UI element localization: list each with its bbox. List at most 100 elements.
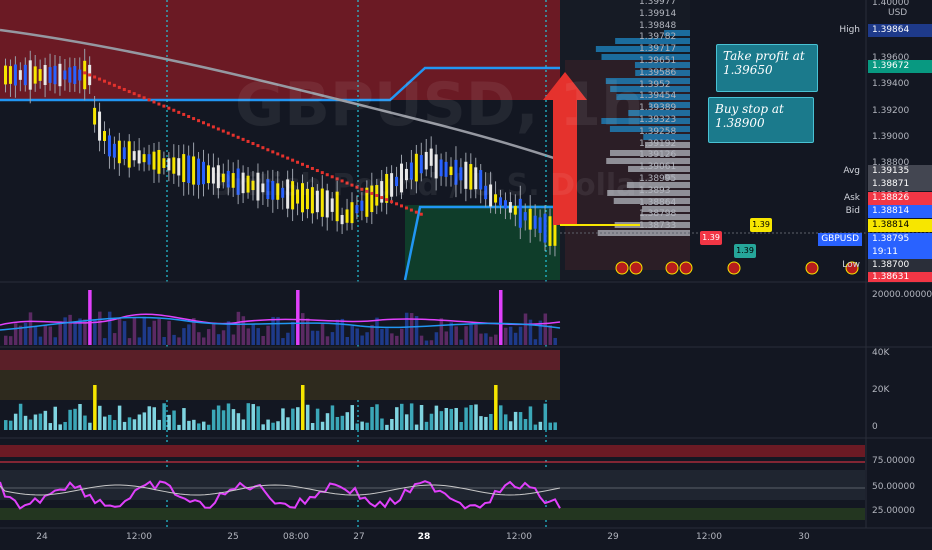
candle-body [187, 155, 191, 184]
histogram-bar [13, 413, 18, 430]
trend-dot [419, 212, 423, 216]
vol2-axis-0: 0 [872, 422, 878, 432]
candle-body [112, 143, 116, 158]
histogram-bar [172, 410, 176, 430]
volume-bar [53, 337, 57, 345]
order-chip-red[interactable]: 1.39 [700, 231, 722, 245]
order-chip-green[interactable]: 1.39 [734, 244, 756, 258]
candle-body [365, 187, 369, 217]
x-axis-label: 12:00 [126, 532, 152, 542]
candle-body [553, 222, 557, 246]
histogram-bar [33, 414, 38, 430]
candle-body [380, 181, 384, 203]
trend-dot [291, 158, 295, 162]
candle-body [548, 216, 552, 246]
candle-body [395, 176, 399, 187]
volume-bar [315, 330, 320, 345]
trend-dot [147, 98, 151, 102]
histogram-bar [231, 409, 236, 430]
volume-bar [360, 335, 364, 345]
histogram-bar [479, 416, 483, 430]
candle-body [320, 188, 324, 217]
histogram-bar [429, 413, 434, 430]
histogram-bar [23, 415, 28, 430]
candle-body [53, 65, 57, 85]
trend-dot [276, 152, 280, 156]
profile-bar [634, 62, 690, 68]
avg-tag-label: Avg [843, 166, 860, 176]
volume-histogram [4, 385, 557, 430]
candle-body [325, 190, 329, 218]
histogram-bar [103, 416, 107, 430]
volume-bar [117, 317, 122, 345]
trend-dot [310, 166, 314, 170]
resistance-zone [0, 0, 560, 100]
candle-body [226, 170, 230, 188]
profile-bar [595, 46, 690, 52]
candle-body [231, 173, 235, 188]
candle-body [464, 161, 468, 189]
profile-price-label: 1.38733 [639, 221, 677, 232]
candle-body [296, 189, 300, 204]
histogram-bar [107, 414, 112, 430]
trend-dot [409, 208, 413, 212]
histogram-bar [236, 413, 241, 430]
histogram-bar [98, 405, 102, 430]
volume-profile [595, 30, 690, 236]
histogram-bar [523, 419, 528, 430]
x-axis-label: 12:00 [506, 532, 532, 542]
candle-body [23, 64, 27, 86]
profile-price-label: 1.38798 [639, 209, 677, 220]
volume-bar [177, 337, 181, 345]
profile-bar [664, 30, 690, 36]
candle-body [301, 183, 304, 213]
candle-body [543, 213, 547, 243]
trend-dot [192, 117, 196, 121]
profile-bar [605, 78, 690, 84]
candle-body [404, 168, 408, 181]
buy-stop-callout[interactable]: Buy stop at 1.38900 [708, 97, 814, 143]
trend-dot [221, 129, 225, 133]
volume-bar [444, 331, 449, 345]
volume-bar [281, 338, 285, 345]
profile-bar [649, 102, 690, 108]
trend-dot [390, 200, 394, 204]
profile-bar [613, 198, 690, 204]
profile-bar [664, 174, 690, 180]
volume-bar [355, 328, 359, 345]
histogram-bar [93, 385, 97, 430]
candle-body [305, 188, 309, 210]
volume-bar [182, 328, 186, 345]
volume-bar [305, 318, 310, 345]
watermark-subtitle: British Pound / U.S. Dollar [210, 168, 652, 203]
histogram-bar [211, 409, 216, 430]
candle-body [172, 157, 176, 174]
volume-bar [479, 333, 483, 345]
target-arrow [543, 72, 587, 225]
candle-body [18, 70, 22, 80]
volume-bar [400, 328, 404, 345]
candle-body [93, 107, 97, 125]
trend-dot [395, 202, 399, 206]
bid-tag-value: 1.38814 [868, 205, 932, 218]
histogram-bar [325, 413, 330, 430]
histogram-bar [127, 417, 132, 430]
candle-body [281, 187, 285, 198]
order-chip-yellow[interactable]: 1.39 [750, 218, 772, 232]
histogram-bar [320, 421, 325, 430]
histogram-bar [370, 406, 374, 430]
volume-bar [375, 317, 379, 345]
candle-body [350, 202, 354, 224]
currency-label: USD [888, 8, 908, 18]
candle-body [182, 154, 186, 183]
candle-body [256, 172, 260, 201]
histogram-bar [404, 414, 409, 430]
take-profit-callout[interactable]: Take profit at 1.39650 [716, 44, 818, 92]
candle-body [533, 215, 537, 229]
price-axis-tick: 1.39200 [872, 105, 910, 116]
session-lines [166, 0, 547, 530]
volume-bar [419, 335, 424, 345]
profile-price-label: 1.3893 [639, 185, 671, 196]
profile-bar [635, 70, 690, 76]
